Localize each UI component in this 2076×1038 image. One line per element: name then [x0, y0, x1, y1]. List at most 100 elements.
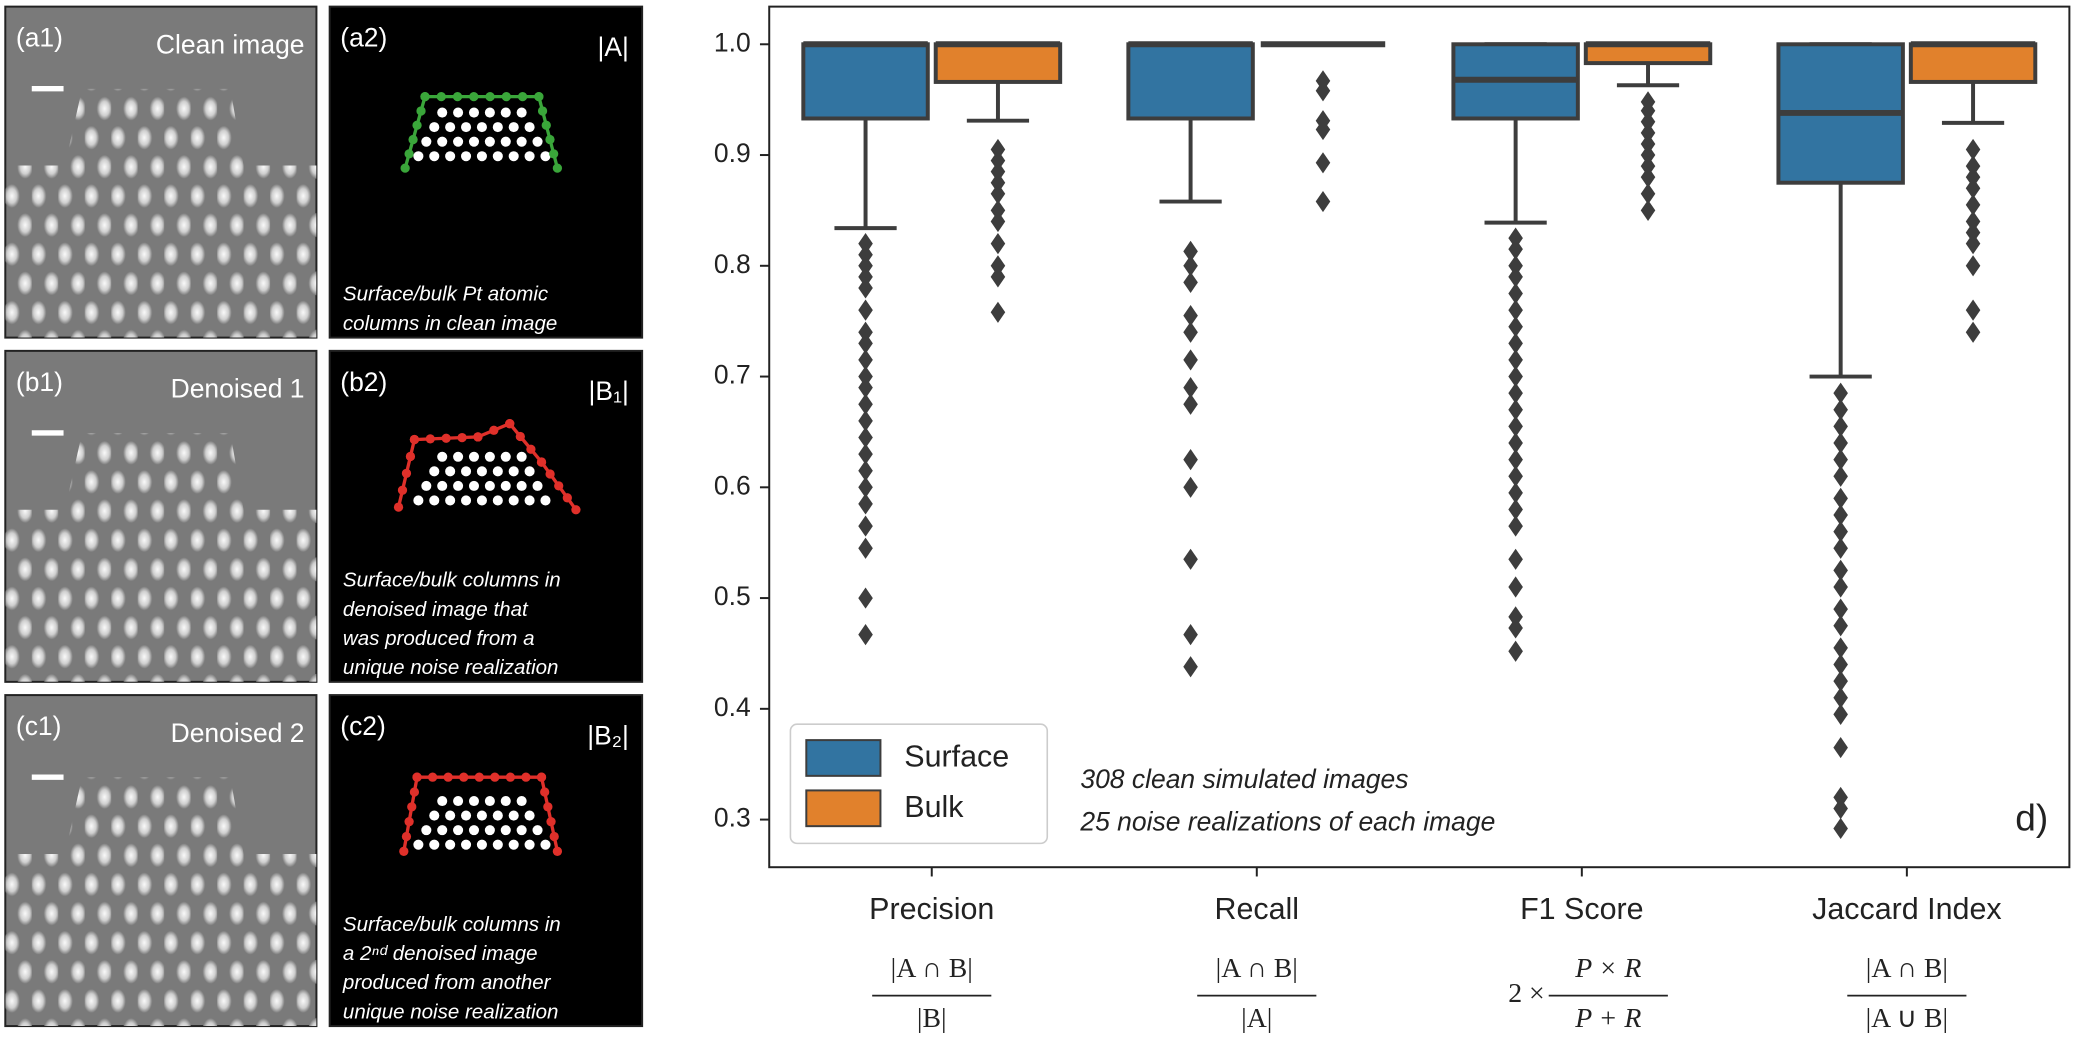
- outlier: [858, 410, 873, 432]
- outline-dot: [409, 787, 420, 797]
- atom-dot: [500, 795, 511, 807]
- outline-dot: [409, 434, 420, 445]
- x-tick-label: Precision: [869, 892, 994, 926]
- outlier: [1965, 177, 1981, 199]
- outlier: [1183, 449, 1198, 471]
- outlier: [858, 321, 873, 343]
- outlier: [858, 515, 873, 537]
- x-tick-label: Jaccard Index: [1812, 892, 2002, 926]
- y-tick-label: 1.0: [714, 27, 751, 57]
- atom-dot: [508, 839, 519, 850]
- outlier: [1833, 465, 1848, 487]
- outlier: [1965, 299, 1981, 321]
- outline-dot: [459, 772, 469, 782]
- outline-dot: [405, 451, 416, 462]
- outline-dot: [425, 434, 435, 444]
- atom-dot: [437, 795, 448, 807]
- outline-dot: [517, 92, 528, 102]
- atom-dot: [461, 810, 472, 821]
- outlier: [1640, 144, 1656, 166]
- atom-dot: [468, 480, 480, 491]
- outlier: [1508, 382, 1523, 404]
- atom-dot: [532, 825, 543, 836]
- outlier: [1640, 166, 1656, 188]
- atom-dot: [524, 839, 535, 850]
- outline-dot: [501, 92, 511, 102]
- atom-dot: [453, 480, 464, 491]
- outline-dot: [546, 817, 556, 827]
- outline-dot: [549, 149, 559, 159]
- annotation: 25 noise realizations of each image: [1079, 807, 1495, 837]
- outline-dot: [526, 444, 536, 454]
- outline-dot: [407, 802, 417, 812]
- outline-dot: [408, 134, 418, 145]
- outline-dot: [554, 481, 564, 491]
- microscope-image: (b1) Denoised 1: [4, 349, 318, 683]
- outlier: [1833, 449, 1848, 471]
- atom-dot: [484, 795, 495, 807]
- outlier: [1640, 183, 1656, 205]
- outline-dot: [536, 772, 547, 782]
- caption-line: was produced from a: [343, 627, 535, 650]
- outlier: [990, 183, 1006, 205]
- map-title: |B₂|: [587, 720, 629, 750]
- outlier: [1833, 703, 1848, 725]
- outline-dot: [505, 772, 516, 782]
- atom-dot: [508, 466, 519, 477]
- atom-dot: [492, 466, 503, 477]
- outlier: [1315, 80, 1331, 102]
- atom-dot: [413, 495, 424, 506]
- outline-dot: [457, 432, 467, 443]
- outlier: [990, 199, 1006, 222]
- y-tick-label: 0.4: [714, 692, 751, 722]
- atom-dot: [445, 466, 456, 477]
- outline-dot: [452, 92, 463, 102]
- y-tick-label: 0.9: [714, 138, 751, 168]
- outlier: [1183, 240, 1198, 262]
- outlier: [1508, 255, 1523, 277]
- formula-denominator: |A|: [1241, 1003, 1272, 1034]
- outlier: [1833, 687, 1848, 709]
- outlier: [858, 426, 873, 449]
- outlier: [1315, 152, 1331, 174]
- outlier: [1833, 817, 1848, 840]
- outlier: [1965, 155, 1981, 177]
- legend-swatch: [805, 789, 882, 828]
- atom-dot: [524, 810, 535, 821]
- outlier: [1183, 377, 1198, 399]
- caption-line: unique noise realization: [343, 656, 559, 679]
- panel-tag: (a2): [340, 23, 387, 53]
- atom-dot: [461, 839, 472, 850]
- atom-dot: [524, 122, 535, 133]
- outlier: [1833, 797, 1848, 820]
- formula-numerator: |A ∩ B|: [891, 953, 973, 984]
- outlier: [1183, 255, 1198, 277]
- map-background: [328, 694, 644, 1028]
- outline-dot: [443, 772, 453, 782]
- outline-dot: [490, 772, 500, 782]
- outlier: [1508, 548, 1523, 570]
- outlier: [990, 149, 1006, 172]
- atom-dot: [532, 480, 543, 491]
- atom-dot: [453, 451, 464, 462]
- outlier: [1508, 399, 1523, 421]
- legend-label: Bulk: [904, 790, 964, 824]
- map-title: |B₁|: [589, 376, 629, 406]
- outlier: [1508, 332, 1523, 354]
- box-chart: 0.3 0.4 0.5 0.6 0.7 0.8 0.9 1.0 Precision |A ∩ B|…: [714, 5, 2071, 1034]
- panel-tag: (b2): [340, 367, 387, 397]
- atom-dot: [484, 480, 495, 491]
- outlier: [1833, 537, 1848, 559]
- outlier: [1508, 640, 1523, 662]
- outline-dot: [562, 493, 572, 503]
- outlier: [1833, 382, 1848, 404]
- atom-dot: [508, 151, 519, 162]
- outlier: [990, 266, 1006, 288]
- atom-dot: [429, 122, 440, 133]
- x-tick-label: Recall: [1214, 892, 1299, 926]
- outlier: [1508, 432, 1523, 454]
- atom-dot: [516, 825, 527, 836]
- panel-tag: (b1): [16, 367, 63, 397]
- atom-dot: [476, 466, 487, 477]
- outlier: [1508, 606, 1523, 628]
